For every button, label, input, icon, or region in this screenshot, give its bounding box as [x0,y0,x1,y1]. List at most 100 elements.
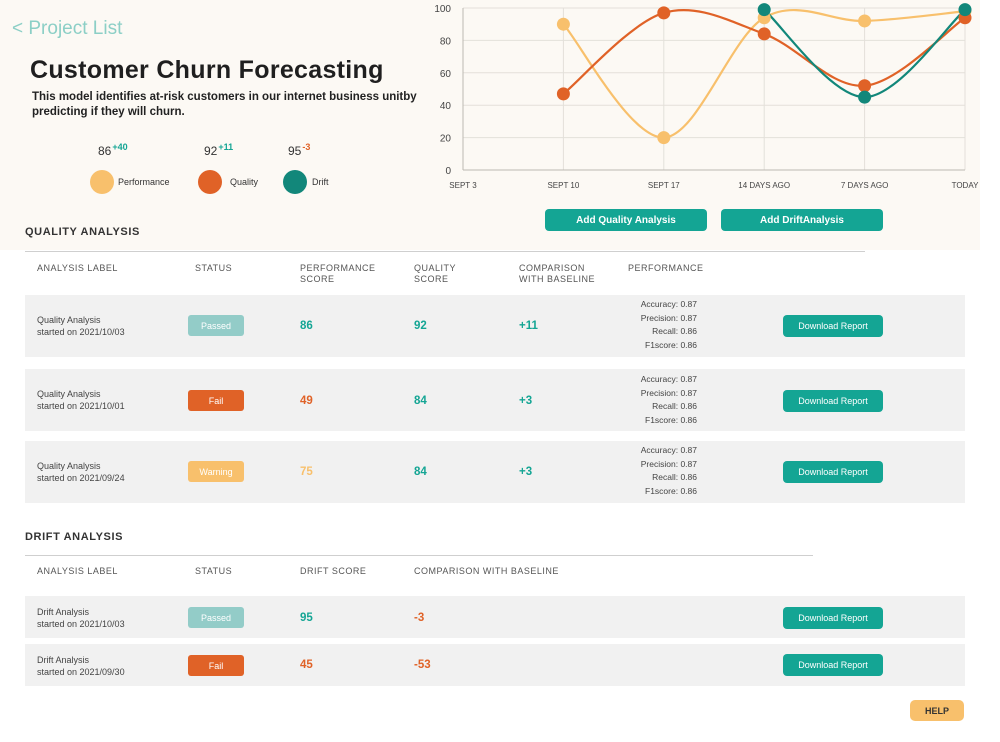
project-list-link[interactable]: < Project List [12,18,123,39]
analysis-label: Quality Analysis started on 2021/10/01 [37,389,125,411]
quality-data-point [657,6,671,20]
y-tick-label: 20 [440,134,452,145]
y-tick-label: 100 [434,4,451,15]
performance-data-point [657,131,671,145]
recall-metric: Recall: 0.86 [652,472,697,482]
quality-score: 84 [414,466,427,478]
drift-data-point [958,3,972,17]
performance-score: 86 [300,320,313,332]
baseline-comparison: +3 [519,395,533,407]
f1-metric: F1score: 0.86 [645,339,697,350]
quality-dot [198,170,222,194]
download-report-button[interactable]: Download Report [783,390,883,412]
drift-analysis-heading: DRIFT ANALYSIS [25,531,124,543]
performance-label: Performance [118,177,170,187]
download-report-button[interactable]: Download Report [783,654,883,676]
baseline-comparison: +11 [519,320,538,332]
drift-score-delta: -3 [302,142,311,152]
quality-analysis-heading: QUALITY ANALYSIS [25,226,140,238]
add-quality-analysis-button[interactable]: Add Quality Analysis [545,209,707,231]
x-tick-label: SEPT 17 [648,181,680,190]
status-badge: Fail [188,655,244,676]
quality-score: 92 [414,320,427,332]
drift-score: 95 [300,612,313,624]
performance-score-value: 86 [98,144,112,158]
col-quality-score: QUALITY SCORE [414,263,457,284]
performance-series-line [562,8,966,139]
performance-score: 86+40 [98,142,128,158]
performance-metrics: Accuracy: 0.87 Precision: 0.87 Recall: 0… [625,444,697,498]
status-badge: Passed [188,607,244,628]
analysis-label: Drift Analysis started on 2021/09/30 [37,655,125,677]
x-tick-label: 14 DAYS AGO [738,181,790,190]
help-button[interactable]: HELP [910,700,964,721]
analysis-label: Drift Analysis started on 2021/10/03 [37,607,125,629]
drift-score: 45 [300,659,313,671]
f1-metric: F1score: 0.86 [645,414,697,425]
col-drift-score: DRIFT SCORE [300,566,367,576]
status-badge: Warning [188,461,244,482]
col-analysis-label: ANALYSIS LABEL [37,566,118,576]
quality-score-value: 92 [204,144,218,158]
quality-data-point [858,79,872,93]
performance-score: 49 [300,395,313,407]
x-tick-label: TODAY [952,181,979,190]
status-badge: Fail [188,390,244,411]
drift-divider [25,555,813,556]
status-badge: Passed [188,315,244,336]
download-report-button[interactable]: Download Report [783,315,883,337]
add-drift-analysis-button[interactable]: Add DriftAnalysis [721,209,883,231]
x-tick-label: SEPT 3 [449,181,477,190]
y-tick-label: 80 [440,36,452,47]
accuracy-metric: Accuracy: 0.87 [640,299,697,309]
x-tick-label: SEPT 10 [547,181,579,190]
y-tick-label: 0 [445,166,451,177]
drift-data-point [757,3,771,17]
recall-metric: Recall: 0.86 [652,326,697,336]
analysis-label: Quality Analysis started on 2021/09/24 [37,461,125,483]
baseline-comparison: +3 [519,466,533,478]
summary-panel [0,0,980,250]
col-status: STATUS [195,263,233,273]
model-description: This model identifies at-risk customers … [32,91,417,118]
drift-data-point [858,90,872,104]
col-analysis-label: ANALYSIS LABEL [37,263,118,273]
f1-metric: F1score: 0.86 [645,485,697,496]
precision-metric: Precision: 0.87 [640,387,697,398]
quality-score: 84 [414,395,427,407]
drift-label: Drift [312,177,329,187]
page-title: Customer Churn Forecasting [30,56,384,84]
quality-divider [25,251,865,252]
precision-metric: Precision: 0.87 [640,312,697,323]
performance-data-point [858,14,872,28]
performance-metrics: Accuracy: 0.87 Precision: 0.87 Recall: 0… [625,298,697,352]
download-report-button[interactable]: Download Report [783,461,883,483]
precision-metric: Precision: 0.87 [640,458,697,469]
y-tick-label: 40 [440,101,452,112]
baseline-comparison: -3 [414,612,425,624]
col-performance-metrics: PERFORMANCE [628,263,704,273]
baseline-comparison: -53 [414,659,431,671]
performance-dot [90,170,114,194]
col-performance-score: PERFORMANCE SCORE [300,263,376,284]
performance-score-delta: +40 [112,142,128,152]
x-tick-label: 7 DAYS AGO [841,181,888,190]
quality-data-point [556,87,570,101]
analysis-label: Quality Analysis started on 2021/10/03 [37,315,125,337]
drift-dot [283,170,307,194]
quality-label: Quality [230,177,259,187]
score-legend: 86+40 Performance 92+11 Quality 95-3 Dri… [88,142,348,198]
accuracy-metric: Accuracy: 0.87 [640,374,697,384]
quality-score-delta: +11 [218,142,234,152]
download-report-button[interactable]: Download Report [783,607,883,629]
performance-score: 75 [300,466,313,478]
quality-data-point [757,27,771,41]
col-comparison: COMPARISON WITH BASELINE [519,263,596,284]
col-comparison: COMPARISON WITH BASELINE [414,566,559,576]
y-tick-label: 60 [440,69,452,80]
accuracy-metric: Accuracy: 0.87 [640,445,697,455]
drift-score-value: 95 [288,144,302,158]
performance-metrics: Accuracy: 0.87 Precision: 0.87 Recall: 0… [625,373,697,427]
performance-data-point [556,17,570,31]
score-trend-chart: 0 20 40 60 80 100 SEPT 3 SEPT 10 SEPT 17 14 DAYS … [434,3,979,190]
